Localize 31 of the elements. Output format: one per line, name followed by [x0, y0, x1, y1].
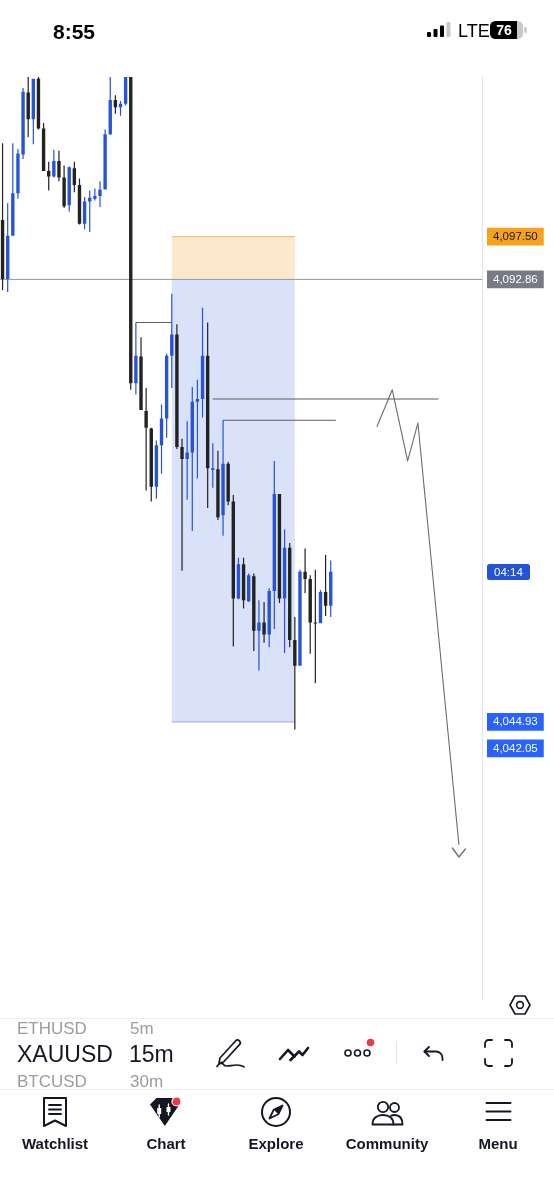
candlestick [216, 450, 220, 520]
text: Watchlist [20, 1135, 90, 1152]
text: 5m [130, 1019, 154, 1038]
candlestick [180, 438, 184, 571]
text: Chart [145, 1135, 187, 1152]
text: 76 [496, 22, 512, 38]
candlestick [16, 148, 20, 199]
candlestick [303, 548, 307, 593]
candlestick [262, 602, 266, 643]
candlestick [257, 600, 261, 671]
text: Explore [247, 1135, 305, 1152]
text: Menu [477, 1135, 519, 1152]
candlestick [139, 337, 143, 411]
text: 30m [130, 1072, 164, 1091]
y-tick-label: 4,092.86 [493, 272, 538, 285]
candlestick [98, 181, 102, 208]
y-tick-label: 4,097.50 [493, 229, 538, 242]
candlestick [57, 150, 61, 182]
candlestick [221, 420, 225, 536]
candlestick [62, 165, 66, 208]
text: 04:14 [487, 564, 530, 580]
text: BTCUSD [17, 1072, 87, 1091]
text: 15m [129, 1041, 174, 1067]
y-tick-label: 4,042.05 [493, 741, 538, 754]
text: ETHUSD [17, 1019, 87, 1038]
candlestick [175, 324, 179, 449]
text: Community [344, 1135, 430, 1152]
y-tick-label: 4,044.93 [493, 715, 538, 727]
text: 8:55 [53, 20, 96, 43]
text: LTE [458, 21, 490, 41]
text: XAUUSD [17, 1041, 113, 1067]
